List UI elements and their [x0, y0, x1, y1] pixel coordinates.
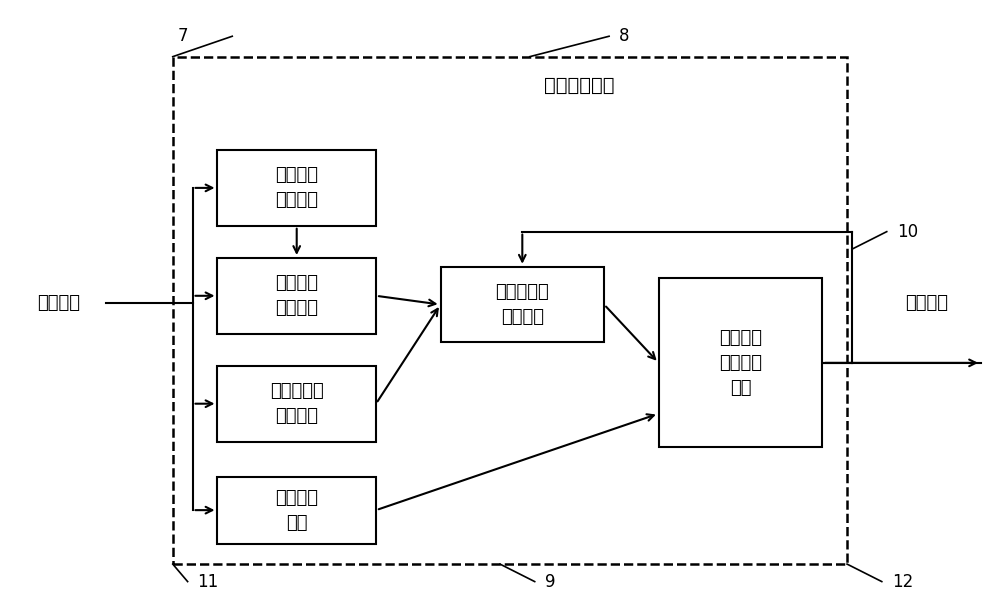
- Text: 12: 12: [892, 573, 913, 591]
- Bar: [217, 258, 376, 334]
- Text: 温度波静态
描述模块: 温度波静态 描述模块: [270, 382, 324, 425]
- Text: 温度梯度
描述模块: 温度梯度 描述模块: [275, 274, 318, 317]
- Bar: [217, 150, 376, 226]
- Text: 误差计算
模块: 误差计算 模块: [275, 489, 318, 532]
- Text: 7: 7: [178, 27, 188, 45]
- Text: 10: 10: [897, 223, 918, 241]
- Text: 输入数据: 输入数据: [37, 294, 80, 312]
- Bar: [217, 366, 376, 442]
- Text: 温度波动态
描述模块: 温度波动态 描述模块: [495, 283, 549, 326]
- Bar: [217, 477, 376, 544]
- Bar: [441, 266, 604, 343]
- Text: 浓度梯度
描述模块: 浓度梯度 描述模块: [275, 166, 318, 209]
- Text: 未来时刻
状态预测
模块: 未来时刻 状态预测 模块: [719, 329, 762, 397]
- Bar: [173, 57, 847, 564]
- Text: 9: 9: [545, 573, 555, 591]
- Text: 11: 11: [198, 573, 219, 591]
- Text: 8: 8: [619, 27, 630, 45]
- Text: 输出数据: 输出数据: [905, 294, 948, 312]
- Text: 上位机观测器: 上位机观测器: [544, 76, 615, 95]
- Bar: [659, 278, 822, 448]
